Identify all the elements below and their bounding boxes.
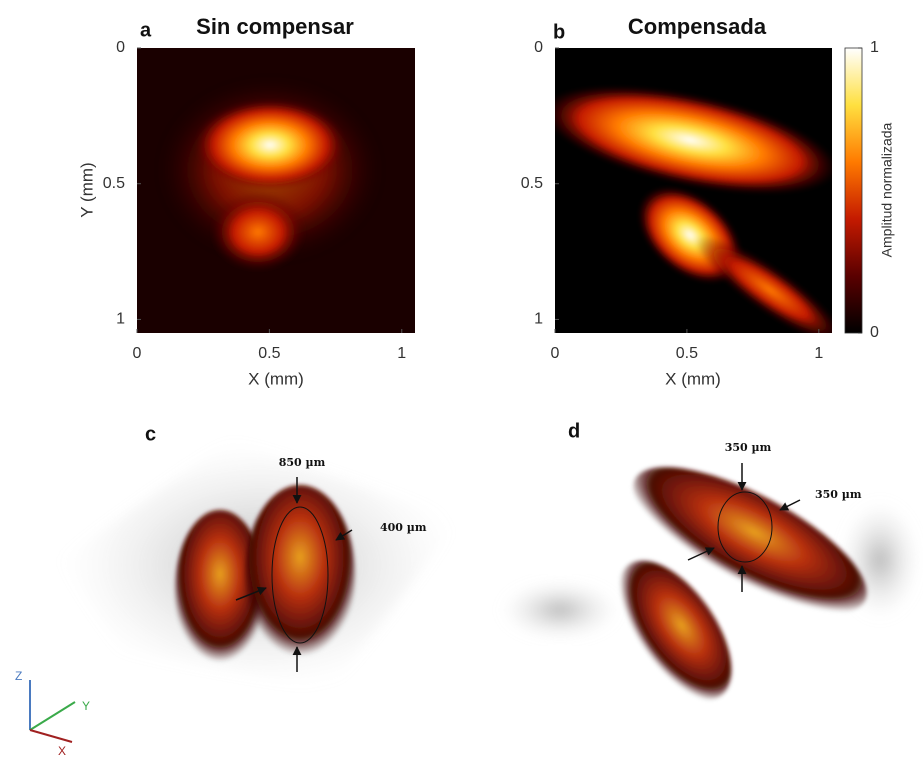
heatmap-b [534, 48, 856, 360]
y-tick-label: 0.5 [521, 175, 543, 192]
x-tick-label: 0 [133, 345, 142, 362]
y-tick-label: 0 [116, 39, 125, 56]
colorbar-tick-label: 1 [870, 39, 879, 56]
y-tick-label: 1 [116, 311, 125, 328]
x-tick-label: 0.5 [676, 345, 698, 362]
axis-z-label: Z [15, 669, 22, 683]
y-tick-label: 0.5 [103, 175, 125, 192]
panel-label: c [145, 423, 156, 445]
figure: a Sin compensar b Compensada X (mm) X (m… [0, 0, 923, 760]
x-tick-label: 1 [397, 345, 406, 362]
colorbar [845, 48, 862, 333]
y-tick-label: 1 [534, 311, 543, 328]
x-tick-label: 0 [551, 345, 560, 362]
y-axis-label: Y (mm) [77, 162, 96, 217]
render-c [60, 440, 460, 690]
panel-label: d [568, 420, 580, 442]
x-axis-label: X (mm) [665, 369, 721, 388]
axes-triad [30, 680, 75, 742]
annotation: 350 µm [725, 441, 772, 454]
x-tick-label: 0.5 [258, 345, 280, 362]
y-tick-label: 0 [534, 39, 543, 56]
heatmap-a [137, 48, 415, 333]
annotation: 400 µm [380, 521, 427, 534]
annotation: 350 µm [815, 488, 862, 501]
render-d [500, 439, 920, 718]
axis-y-label: Y [82, 699, 90, 713]
x-axis-label: X (mm) [248, 369, 304, 388]
x-tick-label: 1 [814, 345, 823, 362]
panel-label: b [553, 21, 565, 43]
colorbar-tick-label: 0 [870, 324, 879, 341]
colorbar-label: Amplitud normalizada [879, 122, 895, 257]
annotation: 850 µm [279, 456, 326, 469]
panel-label: a [140, 19, 152, 41]
axis-x-label: X [58, 744, 66, 758]
panel-title: Sin compensar [196, 14, 354, 39]
panel-title: Compensada [628, 14, 767, 39]
